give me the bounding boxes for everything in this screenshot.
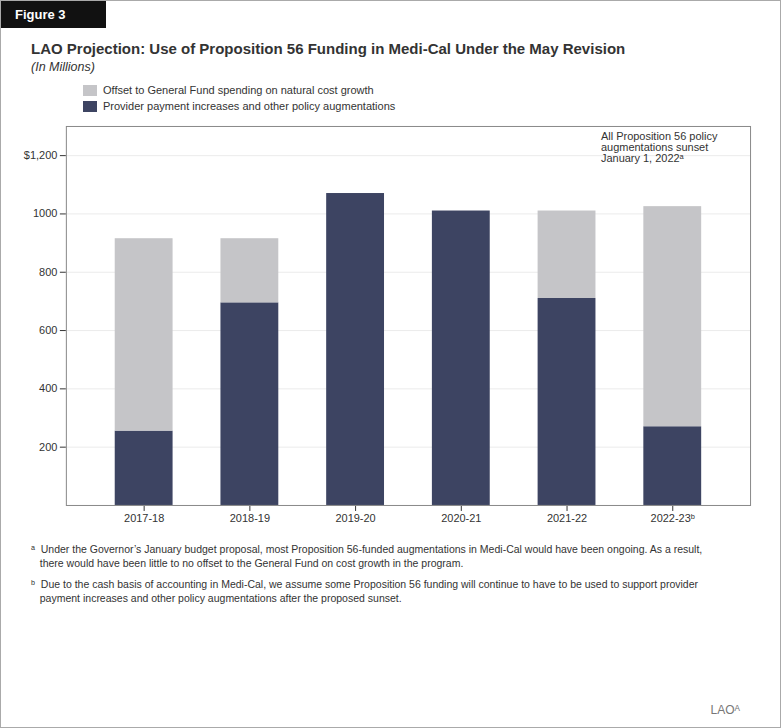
- svg-text:600: 600: [39, 324, 57, 336]
- svg-text:2017-18: 2017-18: [124, 512, 164, 524]
- svg-text:All Proposition 56 policyaugme: All Proposition 56 policyaugmentations s…: [601, 130, 718, 164]
- svg-text:800: 800: [39, 266, 57, 278]
- html-text:ᵃ Under the Governor’s January: ᵃ Under the Governor’s January budget pr…: [31, 542, 703, 569]
- svg-text:2020-21: 2020-21: [441, 512, 481, 524]
- html-text:ᵇ Due to the cash basis of acc: ᵇ Due to the cash basis of accounting in…: [31, 578, 698, 604]
- svg-text:2022-23ᵇ: 2022-23ᵇ: [651, 512, 695, 524]
- svg-text:2021-22: 2021-22: [547, 512, 587, 524]
- svg-text:200: 200: [39, 441, 57, 453]
- html-text:LAOᴬ: LAOᴬ: [710, 703, 740, 717]
- html-text:(In Millions): (In Millions): [31, 60, 95, 74]
- html-text:Figure 3: Figure 3: [15, 7, 66, 22]
- svg-text:1000: 1000: [33, 207, 57, 219]
- html-text:LAO Projection: Use of Proposi: LAO Projection: Use of Proposition 56 Fu…: [31, 40, 626, 57]
- svg-text:400: 400: [39, 382, 57, 394]
- svg-text:$1,200: $1,200: [24, 149, 58, 161]
- svg-text:2019-20: 2019-20: [335, 512, 375, 524]
- html-text:Offset to General Fund spendin: Offset to General Fund spending on natur…: [103, 84, 374, 96]
- svg-text:2018-19: 2018-19: [230, 512, 270, 524]
- html-text:Provider payment increases and: Provider payment increases and other pol…: [103, 100, 396, 112]
